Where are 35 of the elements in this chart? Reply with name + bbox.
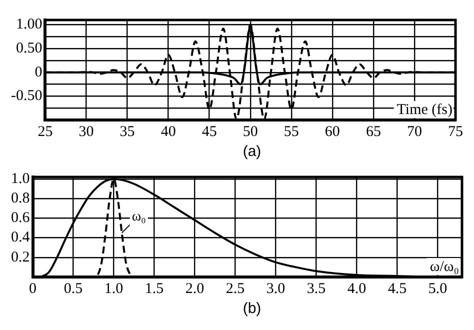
x-axis-title: ω/ω₀ (430, 258, 459, 275)
x-tick-label: 30 (78, 124, 94, 140)
x-tick-label: 65 (366, 124, 381, 140)
x-tick-label: 60 (324, 124, 340, 140)
annotation: ω₀ (132, 210, 146, 225)
x-tick-label: 4.0 (347, 280, 366, 297)
x-tick-label: 3.5 (306, 280, 326, 297)
y-tick-label: 1.00 (16, 16, 42, 33)
text: (a) (242, 143, 262, 160)
x-tick-label: 50 (242, 124, 258, 140)
x-tick-label: 1.0 (104, 280, 124, 297)
x-tick-label: 5.0 (428, 280, 448, 297)
x-tick-label: 45 (202, 124, 217, 140)
y-tick-label: 0.2 (11, 249, 30, 266)
x-tick-label: 2.0 (185, 280, 204, 297)
y-tick-label: 0.6 (11, 210, 30, 226)
x-tick-label: 40 (160, 124, 176, 140)
x-tick-label: 3.0 (266, 280, 286, 297)
x-tick-label: 0.5 (64, 280, 83, 297)
x-axis-title: Time (fs) (396, 102, 452, 118)
y-tick-label: 0 (34, 64, 42, 80)
x-tick-label: 70 (406, 124, 422, 140)
y-tick-label: 0.50 (16, 40, 42, 57)
x-tick-label: 2.5 (226, 280, 245, 297)
y-tick-label: 0.8 (11, 190, 30, 207)
y-tick-label: 0.4 (11, 230, 30, 246)
x-tick-label: 25 (38, 124, 53, 140)
y-tick-label: 1.0 (11, 170, 30, 187)
y-tick-label: -0.50 (10, 88, 42, 104)
x-tick-label: 35 (120, 124, 135, 140)
x-tick-label: 75 (448, 124, 463, 140)
x-tick-label: 4.5 (388, 280, 407, 297)
text: (b) (242, 300, 262, 317)
x-tick-label: 1.5 (144, 280, 164, 297)
x-tick-label: 55 (284, 124, 299, 140)
